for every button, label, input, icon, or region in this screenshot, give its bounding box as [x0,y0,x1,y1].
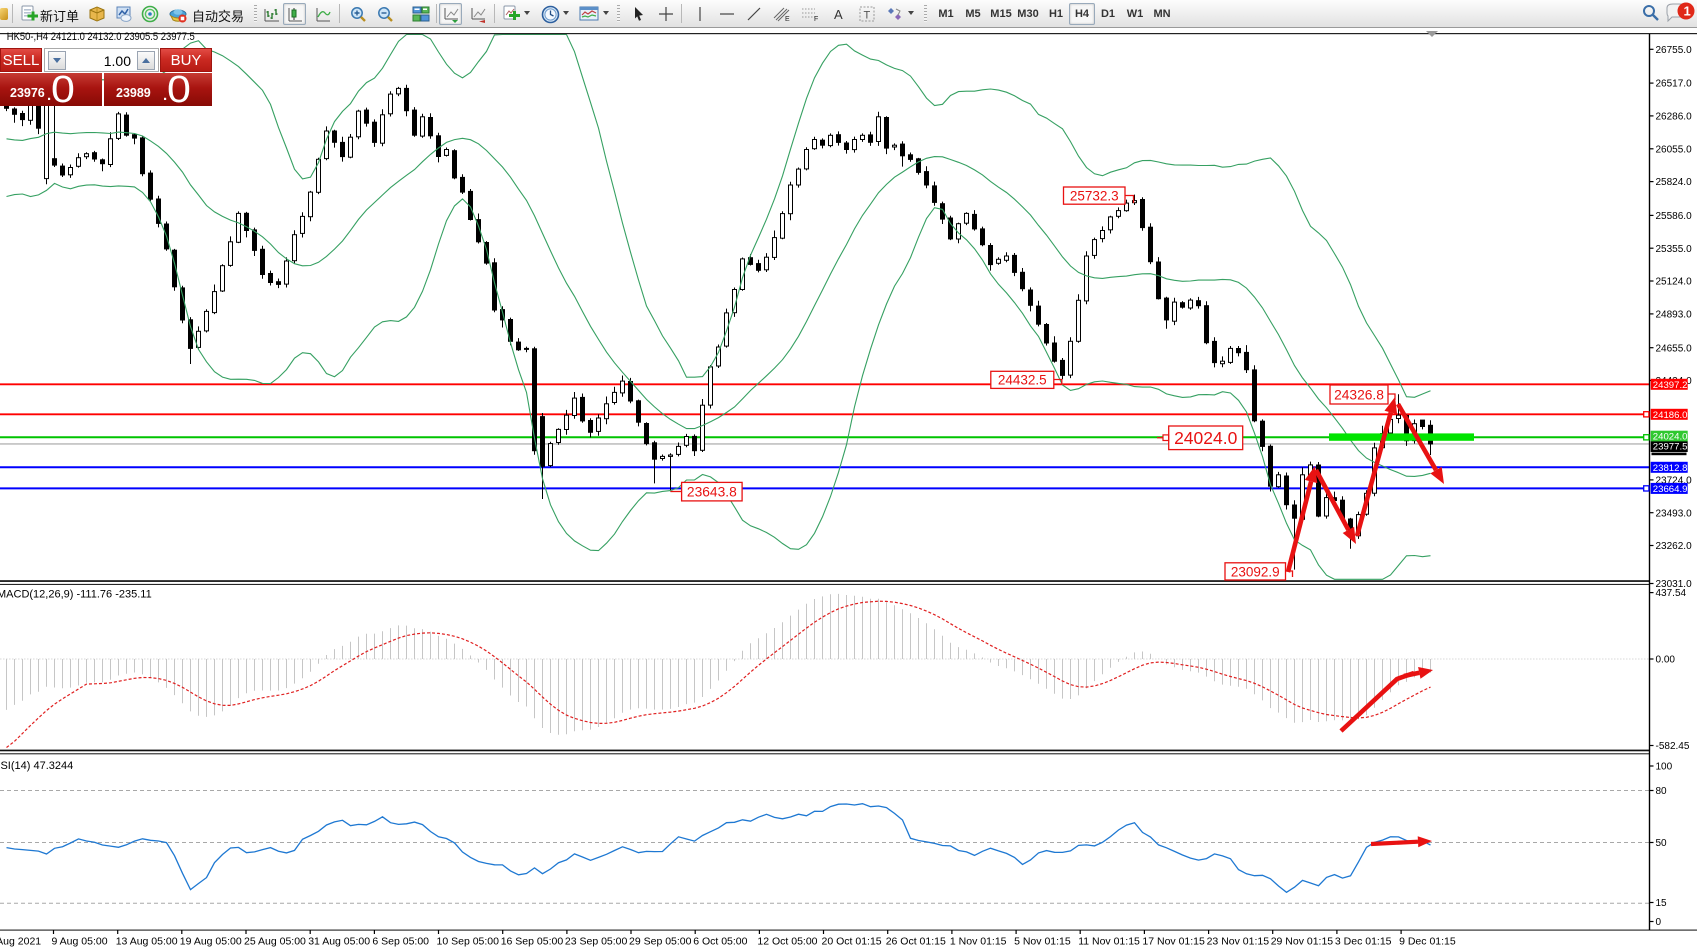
svg-text:25824.0: 25824.0 [1656,177,1693,188]
svg-text:5 Nov 01:15: 5 Nov 01:15 [1014,936,1071,948]
svg-text:6 Sep 05:00: 6 Sep 05:00 [372,936,429,948]
svg-text:26 Oct 01:15: 26 Oct 01:15 [886,936,946,948]
svg-text:23 Nov 01:15: 23 Nov 01:15 [1207,936,1270,948]
svg-text:24655.0: 24655.0 [1656,343,1693,354]
svg-text:MACD(12,26,9) -111.76 -235.11: MACD(12,26,9) -111.76 -235.11 [0,589,152,601]
svg-text:23092.9: 23092.9 [1231,564,1280,579]
svg-text:A: A [834,7,843,22]
svg-text:16 Sep 05:00: 16 Sep 05:00 [501,936,564,948]
svg-text:1 Nov 01:15: 1 Nov 01:15 [950,936,1007,948]
svg-text:10 Sep 05:00: 10 Sep 05:00 [437,936,500,948]
svg-text:23724.0: 23724.0 [1656,476,1693,487]
svg-text:23493.0: 23493.0 [1656,508,1693,519]
svg-text:29 Nov 01:15: 29 Nov 01:15 [1271,936,1334,948]
svg-text:23 Sep 05:00: 23 Sep 05:00 [565,936,628,948]
svg-text:25732.3: 25732.3 [1070,188,1119,203]
svg-text:25 Aug 05:00: 25 Aug 05:00 [244,936,306,948]
svg-text:100: 100 [1656,762,1673,773]
svg-text:25355.0: 25355.0 [1656,244,1693,255]
svg-text:3 Dec 01:15: 3 Dec 01:15 [1335,936,1392,948]
svg-text:RSI(14) 47.3244: RSI(14) 47.3244 [0,760,73,772]
svg-text:E: E [785,16,790,23]
svg-text:17 Nov 01:15: 17 Nov 01:15 [1142,936,1205,948]
svg-text:23664.9: 23664.9 [1653,484,1688,495]
svg-text:9 Dec 01:15: 9 Dec 01:15 [1399,936,1456,948]
svg-text:25586.0: 25586.0 [1656,211,1693,222]
svg-text:80: 80 [1656,786,1668,797]
svg-text:20 Oct 01:15: 20 Oct 01:15 [822,936,882,948]
svg-text:24893.0: 24893.0 [1656,310,1693,321]
svg-text:9 Aug 05:00: 9 Aug 05:00 [52,936,108,948]
svg-text:15: 15 [1656,898,1668,909]
svg-text:-582.45: -582.45 [1656,741,1690,752]
svg-text:24024.0: 24024.0 [1653,432,1688,443]
svg-text:F: F [814,16,818,23]
svg-text:31 Aug 05:00: 31 Aug 05:00 [308,936,370,948]
svg-text:24024.0: 24024.0 [1174,428,1238,448]
svg-text:26755.0: 26755.0 [1656,45,1693,56]
svg-text:13 Aug 05:00: 13 Aug 05:00 [116,936,178,948]
svg-text:24432.5: 24432.5 [998,373,1047,388]
svg-text:23812.8: 23812.8 [1653,463,1688,474]
svg-text:0.00: 0.00 [1656,655,1676,666]
svg-text:6 Oct 05:00: 6 Oct 05:00 [693,936,747,948]
svg-text:12 Oct 05:00: 12 Oct 05:00 [757,936,817,948]
svg-text:T: T [864,10,871,22]
svg-text:26517.0: 26517.0 [1656,79,1693,90]
svg-text:23262.0: 23262.0 [1656,541,1693,552]
svg-text:24397.2: 24397.2 [1653,380,1688,391]
svg-text:11 Nov 01:15: 11 Nov 01:15 [1078,936,1140,948]
svg-text:26286.0: 26286.0 [1656,112,1693,123]
svg-text:50: 50 [1656,838,1668,849]
svg-text:29 Sep 05:00: 29 Sep 05:00 [629,936,692,948]
svg-text:1: 1 [1684,4,1691,19]
svg-text:23643.8: 23643.8 [687,485,737,500]
svg-text:5 Aug 2021: 5 Aug 2021 [0,936,41,948]
svg-text:25124.0: 25124.0 [1656,277,1693,288]
svg-text:24326.8: 24326.8 [1334,387,1384,402]
svg-text:0: 0 [1656,917,1662,928]
svg-text:26055.0: 26055.0 [1656,144,1693,155]
svg-text:437.54: 437.54 [1656,588,1687,599]
svg-text:19 Aug 05:00: 19 Aug 05:00 [180,936,242,948]
svg-text:23031.0: 23031.0 [1656,579,1693,590]
svg-text:HK50-,H4 24121.0 24132.0 2390: HK50-,H4 24121.0 24132.0 23905.5 23977.5 [7,31,195,43]
svg-text:24186.0: 24186.0 [1653,410,1688,421]
svg-text:23977.5: 23977.5 [1653,441,1688,452]
